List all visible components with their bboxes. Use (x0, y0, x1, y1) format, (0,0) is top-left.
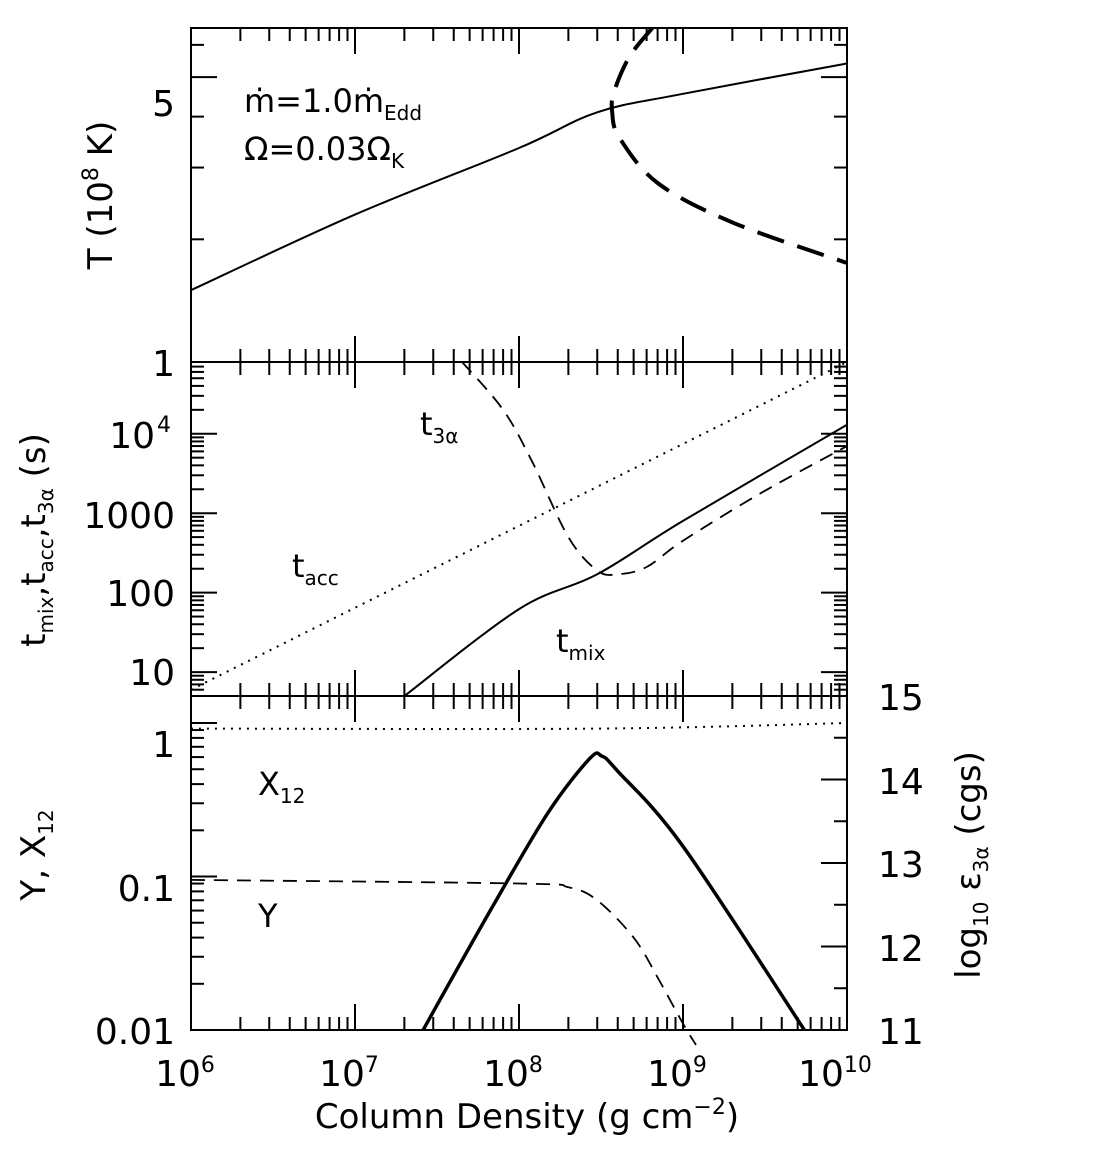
bot-right-ytick-13: 13 (878, 845, 924, 886)
xtick-1e8: 108 (483, 1053, 543, 1095)
top-ytick-5: 5 (152, 84, 175, 125)
mdot-annotation: ṁ=1.0ṁEdd (244, 82, 422, 125)
bot-ytick-1: 1 (152, 725, 175, 766)
panel-2-series-2 (403, 423, 848, 697)
xtick-1e7: 107 (319, 1053, 379, 1095)
bot-left-y-axis-label: Y, X12 (14, 809, 58, 901)
mid-ytick-1000: 1000 (83, 496, 175, 537)
x-axis-label: Column Density (g cm−2) (315, 1095, 739, 1137)
mid-ytick-100: 100 (106, 574, 175, 615)
bot-ytick-0.1: 0.1 (118, 869, 175, 910)
bot-right-ytick-11: 11 (878, 1012, 924, 1053)
x12-label: X12 (258, 765, 305, 808)
panel-3-series-1 (190, 722, 848, 730)
middle-panel-frame (190, 361, 848, 697)
panel-2-series-3 (461, 361, 848, 576)
top-y-axis-label: T (108 K) (79, 121, 121, 270)
bot-right-ytick-14: 14 (878, 762, 924, 803)
mid-ytick-10000-exponent: 4 (157, 413, 171, 438)
panel-3-series-3 (421, 751, 806, 1031)
panel-1-series-1 (190, 62, 848, 292)
t-3alpha-label: t3α (420, 405, 458, 448)
mid-y-axis-label: tmix,tacc,t3α (s) (14, 433, 58, 647)
bot-right-y-axis-label: log10 ε3α (cgs) (949, 751, 993, 979)
y-label: Y (257, 897, 278, 935)
top-panel-frame (190, 27, 848, 363)
top-ytick-1: 1 (152, 344, 175, 385)
panel-1-series-2 (609, 26, 848, 265)
panel-3-series-2 (190, 879, 697, 1046)
panel-2-series-1 (190, 361, 848, 691)
xtick-1e6: 106 (155, 1053, 215, 1095)
mid-ytick-10000: 10 (109, 416, 155, 457)
tick-marks (190, 28, 847, 1031)
curves (190, 26, 848, 1046)
omega-annotation: Ω=0.03ΩK (244, 130, 405, 173)
xtick-1e10: 1010 (798, 1053, 872, 1095)
mid-ytick-10: 10 (129, 653, 175, 694)
bot-ytick-0.01: 0.01 (95, 1012, 175, 1053)
t-acc-label: tacc (292, 547, 339, 590)
t-mix-label: tmix (556, 622, 606, 665)
bot-right-ytick-15: 15 (878, 678, 924, 719)
bot-right-ytick-12: 12 (878, 929, 924, 970)
xtick-1e9: 109 (647, 1053, 707, 1095)
